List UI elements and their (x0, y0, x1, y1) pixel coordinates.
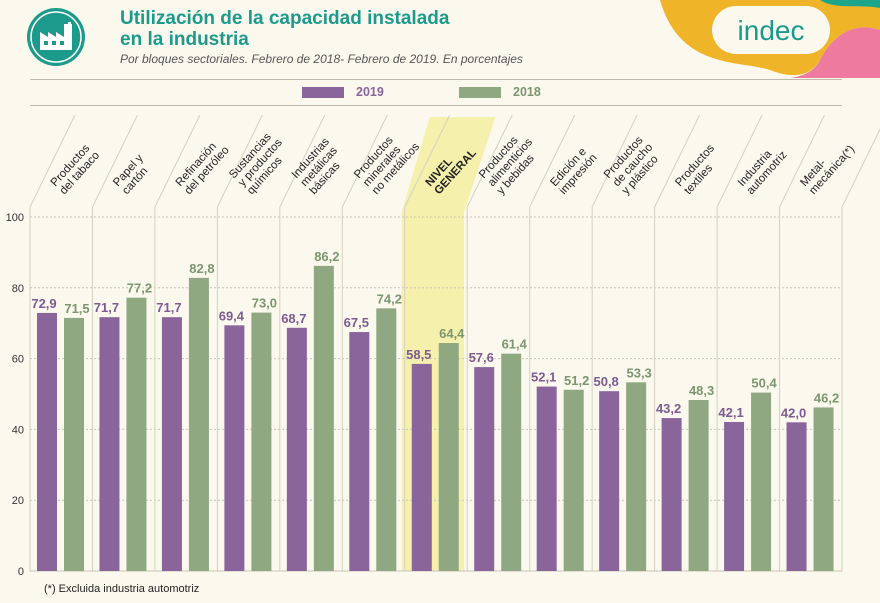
data-label-2018: 77,2 (127, 281, 152, 296)
brand-name: indec (738, 15, 805, 46)
data-label-2019: 42,0 (781, 405, 806, 420)
bar-2018 (813, 407, 834, 571)
bar-2019 (37, 312, 57, 571)
footnote: (*) Excluida industria automotriz (44, 583, 200, 595)
label-separator (779, 114, 825, 208)
category-label: Sustanciasy productosquímicos (227, 129, 294, 197)
chart-title: Utilización de la capacidad instalada en… (120, 8, 449, 50)
data-label-2018: 61,4 (502, 337, 528, 352)
data-label-2018: 48,3 (689, 383, 714, 398)
data-label-2019: 52,1 (531, 370, 556, 385)
bar-2019 (349, 332, 370, 571)
bar-2018 (751, 392, 772, 571)
bar-2018 (563, 389, 584, 571)
bar-2019 (724, 421, 745, 571)
label-separator (92, 114, 138, 208)
bar-2019 (99, 317, 120, 571)
bar-2018 (438, 343, 459, 571)
y-tick-label: 80 (12, 283, 24, 295)
bar-2019 (224, 325, 245, 571)
bar-2019 (661, 418, 682, 571)
y-tick-label: 40 (12, 424, 24, 436)
bar-2018 (501, 353, 522, 571)
legend-swatch-2018 (459, 87, 501, 99)
category-label: Productosde cauchoy plástico (602, 133, 664, 197)
data-label-2019: 69,4 (219, 308, 245, 323)
data-label-2019: 71,7 (156, 300, 181, 315)
bar-2019 (161, 317, 182, 571)
header-rule (30, 79, 842, 80)
data-label-2018: 46,2 (814, 390, 839, 405)
chart-subtitle: Por bloques sectoriales. Febrero de 2018… (120, 52, 523, 66)
legend-rule (30, 105, 842, 106)
data-label-2018: 71,5 (64, 301, 89, 316)
bar-2019 (786, 422, 807, 571)
title-line-2: en la industria (120, 29, 249, 50)
data-label-2018: 74,2 (377, 291, 402, 306)
legend-label-2019: 2019 (356, 85, 384, 99)
factory-icon (25, 6, 87, 68)
data-label-2018: 50,4 (751, 376, 777, 391)
label-separator (529, 114, 576, 208)
category-label: Refinacióndel petróleo (174, 136, 232, 197)
label-separator (654, 114, 701, 208)
bar-2018 (64, 317, 84, 571)
data-label-2019: 72,9 (31, 296, 56, 311)
legend-label-2018: 2018 (513, 85, 541, 99)
data-label-2019: 42,1 (718, 405, 743, 420)
category-label: Industriasmetálicasbásicas (290, 136, 350, 197)
data-label-2019: 68,7 (281, 311, 306, 326)
label-separator (404, 114, 451, 208)
bar-2018 (126, 297, 147, 571)
bar-2018 (188, 277, 209, 571)
bar-2019 (474, 367, 495, 571)
bar-2018 (626, 382, 647, 571)
label-separator (341, 114, 388, 208)
bar-2019 (286, 327, 307, 571)
data-label-2018: 53,3 (626, 365, 651, 380)
label-separator (716, 114, 763, 208)
bar-2018 (251, 312, 272, 571)
data-label-2018: 64,4 (439, 326, 465, 341)
bar-2019 (536, 386, 557, 571)
label-separator (29, 114, 76, 208)
bar-2019 (599, 391, 620, 571)
data-label-2018: 51,2 (564, 373, 589, 388)
label-separator (279, 114, 326, 208)
label-separator (466, 114, 513, 208)
data-label-2018: 73,0 (252, 296, 277, 311)
title-line-1: Utilización de la capacidad instalada (120, 8, 450, 29)
legend-item-2019: 2019 (302, 85, 384, 99)
y-tick-label: 100 (6, 212, 24, 224)
data-label-2018: 86,2 (314, 249, 339, 264)
y-tick-label: 20 (12, 495, 24, 507)
legend-swatch-2019 (302, 87, 344, 99)
category-label: Metal-mecánica(*) (798, 135, 857, 197)
legend-item-2018: 2018 (459, 85, 541, 99)
category-label: Productostextiles (673, 142, 726, 197)
y-tick-label: 0 (18, 566, 24, 578)
label-separator (591, 114, 638, 208)
category-label: Productosdel tabaco (49, 142, 102, 198)
data-label-2019: 50,8 (593, 374, 618, 389)
category-label: Papel ycartón (111, 152, 155, 197)
bar-2019 (411, 363, 432, 571)
bar-2018 (688, 400, 709, 571)
bar-2018 (376, 308, 397, 571)
data-label-2019: 67,5 (344, 315, 369, 330)
label-separator (216, 114, 263, 208)
data-label-2019: 58,5 (406, 347, 431, 362)
y-tick-label: 60 (12, 354, 24, 366)
data-label-2018: 82,8 (189, 261, 214, 276)
data-label-2019: 57,6 (469, 350, 494, 365)
label-separator (154, 114, 201, 208)
data-label-2019: 43,2 (656, 401, 681, 416)
data-label-2019: 71,7 (94, 300, 119, 315)
bar-2018 (313, 265, 334, 571)
indec-logo: indec (620, 0, 880, 78)
category-label: Industriaautomotriz (736, 141, 790, 197)
